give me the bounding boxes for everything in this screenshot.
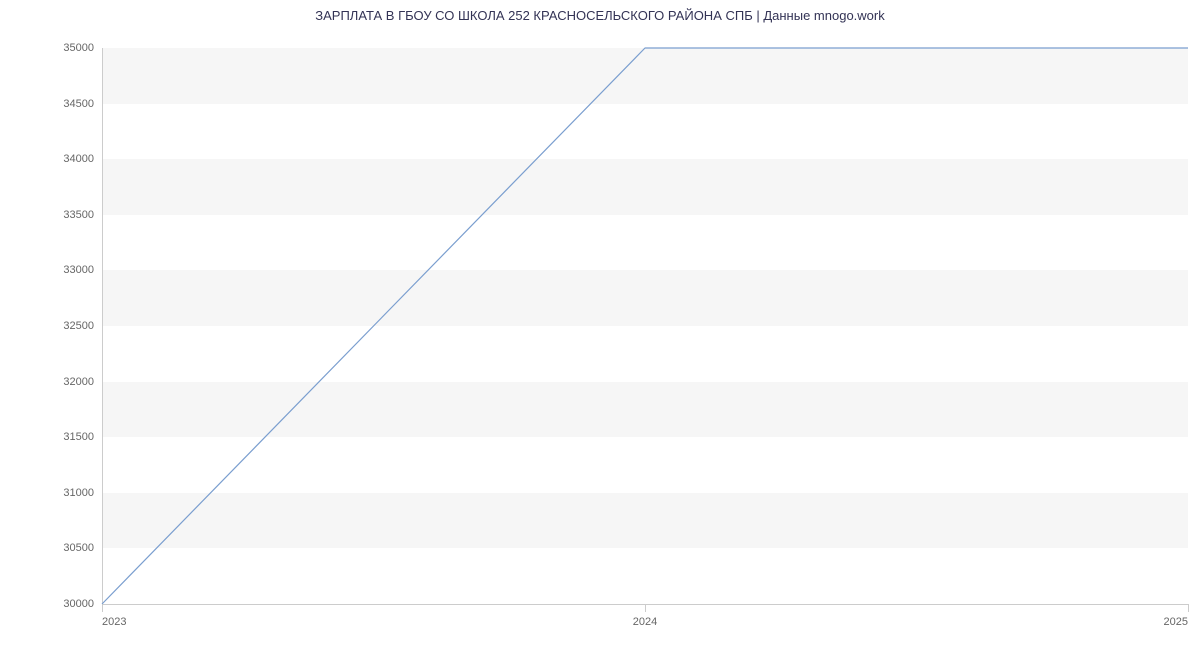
- y-axis-tick-label: 35000: [63, 42, 94, 54]
- y-axis-tick-label: 32000: [63, 376, 94, 388]
- x-axis-tick-mark: [102, 604, 103, 612]
- chart-plot-area: 3000030500310003150032000325003300033500…: [102, 48, 1188, 604]
- x-axis-line: [102, 604, 1188, 605]
- y-axis-tick-label: 33000: [63, 264, 94, 276]
- y-axis-tick-label: 34500: [63, 98, 94, 110]
- y-axis-tick-label: 30500: [63, 542, 94, 554]
- chart-line-layer: [102, 48, 1188, 604]
- chart-series-line: [102, 48, 1188, 604]
- chart-title: ЗАРПЛАТА В ГБОУ СО ШКОЛА 252 КРАСНОСЕЛЬС…: [0, 8, 1200, 23]
- y-axis-tick-label: 31000: [63, 487, 94, 499]
- y-axis-tick-label: 33500: [63, 209, 94, 221]
- y-axis-tick-label: 31500: [63, 431, 94, 443]
- x-axis-tick-mark: [645, 604, 646, 612]
- x-axis-tick-label: 2024: [633, 616, 657, 628]
- y-axis-tick-label: 34000: [63, 153, 94, 165]
- y-axis-tick-label: 30000: [63, 598, 94, 610]
- x-axis-tick-mark: [1188, 604, 1189, 612]
- y-axis-tick-label: 32500: [63, 320, 94, 332]
- x-axis-tick-label: 2025: [1164, 616, 1188, 628]
- x-axis-tick-label: 2023: [102, 616, 126, 628]
